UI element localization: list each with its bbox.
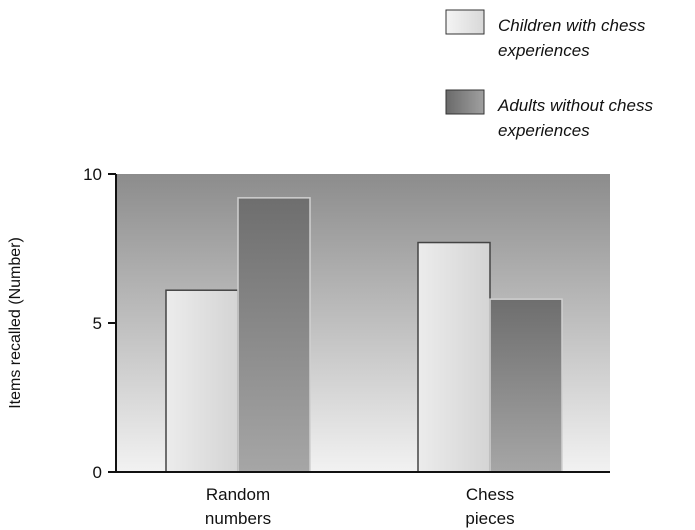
y-tick-label: 5 xyxy=(93,314,102,333)
legend-label: Children with chess experiences xyxy=(498,16,646,60)
bar-adults-without-chess xyxy=(237,197,311,473)
legend-swatch xyxy=(445,89,485,115)
bar-children-with-chess xyxy=(417,241,491,473)
legend-swatch xyxy=(445,9,485,35)
y-axis-title: Items recalled (Number) xyxy=(7,237,24,409)
y-tick-label: 10 xyxy=(83,165,102,184)
legend-item-children: Children with chess experiences xyxy=(445,9,646,60)
legend-item-adults: Adults without chess experiences xyxy=(445,89,653,140)
x-labels-group: Random numbers Chess pieces xyxy=(205,485,515,528)
x-category-label: Chess pieces xyxy=(465,485,514,528)
bars-group xyxy=(165,197,563,473)
x-category-label: Random numbers xyxy=(205,485,271,528)
bar-adults-without-chess xyxy=(489,298,563,473)
legend: Children with chess experiences Adults wit… xyxy=(445,9,653,140)
legend-label: Adults without chess experiences xyxy=(497,96,653,140)
bar-children-with-chess xyxy=(165,289,239,473)
y-tick-label: 0 xyxy=(93,463,102,482)
y-ticks-group: 0 5 10 xyxy=(83,165,116,482)
